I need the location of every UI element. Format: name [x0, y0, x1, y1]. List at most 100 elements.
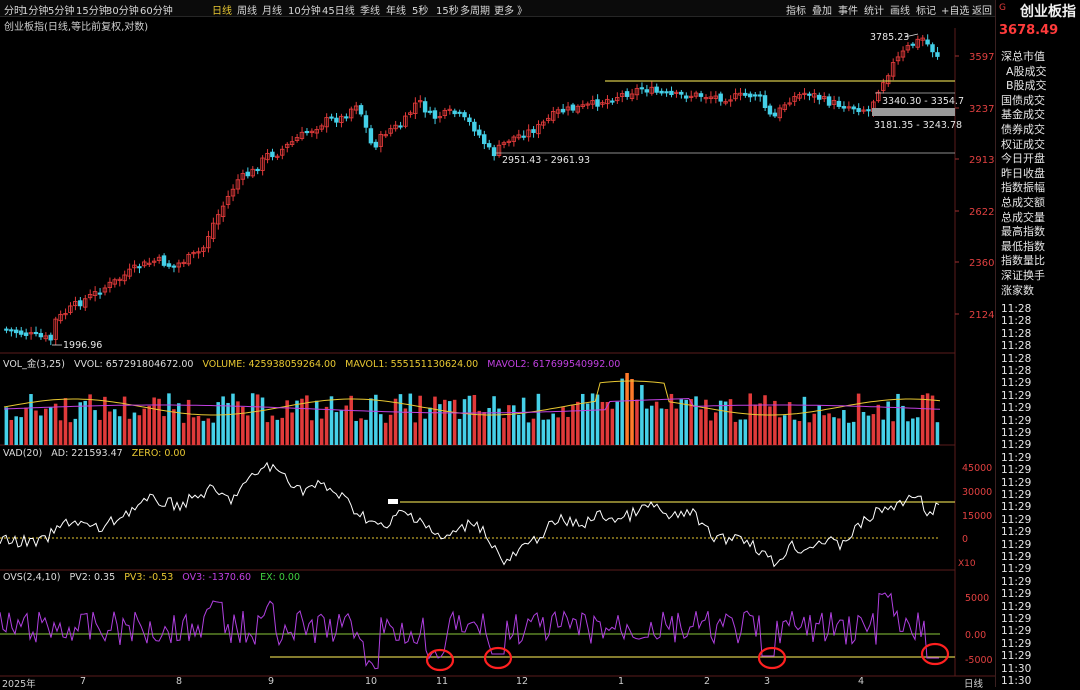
- quote-menu-item[interactable]: 基金成交: [1001, 108, 1045, 122]
- tool-button[interactable]: 统计: [864, 6, 884, 17]
- volume-bar: [654, 401, 659, 445]
- candle: [905, 45, 911, 51]
- quote-menu-item[interactable]: 今日开盘: [1001, 152, 1045, 166]
- volume-bar: [576, 401, 580, 445]
- timeframe-tab[interactable]: 30分钟: [106, 6, 139, 17]
- timeframe-tab[interactable]: 10分钟: [288, 6, 321, 17]
- price-label: 3237: [969, 104, 994, 115]
- candle: [925, 39, 930, 45]
- toolbar: 分时 1分钟 5分钟 15分钟 30分钟 60分钟 日线 周线 月线 10分钟 45日线 季线 年线 5秒…: [0, 0, 995, 17]
- volume-bar: [521, 397, 526, 445]
- candle: [215, 214, 221, 225]
- tool-button[interactable]: 叠加: [812, 6, 832, 17]
- tool-button[interactable]: 标记: [916, 6, 936, 17]
- quote-menu-item[interactable]: A股成交: [1006, 64, 1047, 78]
- volume-bar: [851, 421, 856, 445]
- volume-bar: [901, 405, 905, 445]
- vad-panel-header: VAD(20) AD: 221593.47 ZERO: 0.00: [3, 448, 192, 459]
- candle: [619, 93, 625, 97]
- period-label: 日线: [964, 679, 984, 690]
- tick-time: 11:29: [1001, 575, 1032, 588]
- volume-bar: [906, 421, 910, 445]
- quote-menu-item[interactable]: 指数振幅: [1001, 181, 1045, 195]
- tick-time: 11:29: [1001, 451, 1032, 464]
- volume-bar: [88, 394, 92, 445]
- quote-menu-item[interactable]: 权证成交: [1001, 137, 1045, 151]
- quote-header: G 创业板指 3678.49: [996, 0, 1080, 40]
- candle: [856, 108, 861, 113]
- volume-bar: [4, 407, 9, 445]
- low-label: 1996.96: [63, 340, 102, 351]
- candle: [546, 117, 551, 121]
- tick-time: 11:29: [1001, 613, 1032, 625]
- tool-button[interactable]: 返回: [972, 6, 992, 17]
- volume-bar: [147, 405, 151, 445]
- volume-bar: [610, 408, 615, 445]
- timeframe-tab[interactable]: 1分钟: [22, 6, 49, 17]
- timeframe-tab[interactable]: 45日线: [322, 6, 355, 17]
- quote-menu-item[interactable]: 涨家数: [1001, 283, 1034, 297]
- timeframe-tab[interactable]: 季线: [360, 6, 380, 17]
- volume-bar: [403, 408, 408, 445]
- candle: [649, 86, 654, 94]
- timeframe-tab[interactable]: 年线: [386, 6, 406, 17]
- quote-menu-item[interactable]: 深总市值: [1001, 50, 1045, 63]
- volume-bar: [211, 422, 216, 445]
- timeframe-tab[interactable]: 5分钟: [48, 6, 75, 17]
- quote-menu-item[interactable]: 最低指数: [1001, 239, 1045, 253]
- volume-bar: [645, 408, 649, 445]
- timeframe-tab[interactable]: 60分钟: [140, 6, 173, 17]
- timeframe-tab[interactable]: 周线: [237, 6, 257, 17]
- volume-bar: [98, 419, 102, 445]
- candle: [516, 134, 521, 139]
- volume-bar: [536, 393, 541, 445]
- tool-button[interactable]: +自选: [941, 6, 970, 17]
- quote-menu-item[interactable]: 债券成交: [1001, 123, 1045, 136]
- candle: [728, 99, 733, 102]
- timeframe-tab[interactable]: 多周期: [460, 6, 490, 17]
- volume-bar: [383, 422, 388, 445]
- quote-menu-item[interactable]: B股成交: [1006, 79, 1047, 93]
- index-name: 创业板指: [1020, 4, 1076, 20]
- candle: [378, 133, 383, 147]
- volume-bar: [920, 394, 925, 445]
- volume-bar: [561, 407, 565, 445]
- volume-bar: [571, 405, 575, 445]
- tool-button[interactable]: 指标: [786, 6, 806, 17]
- candle: [422, 101, 428, 113]
- volume-bar: [162, 416, 166, 445]
- timeframe-tab[interactable]: 15秒: [436, 6, 459, 17]
- quote-menu-item[interactable]: 指数量比: [1001, 254, 1045, 268]
- candle: [73, 301, 78, 307]
- candle: [664, 91, 669, 94]
- timeframe-tab[interactable]: 月线: [262, 6, 282, 17]
- quote-menu-item[interactable]: 昨日收盘: [1001, 166, 1045, 180]
- timeframe-tab[interactable]: 5秒: [412, 6, 429, 17]
- ovs-panel-header: OVS(2,4,10) PV2: 0.35 PV3: -0.53 OV3: -1…: [3, 572, 306, 583]
- price-label: 3597: [969, 52, 994, 63]
- tool-button[interactable]: 画线: [890, 6, 910, 17]
- candle: [767, 105, 773, 115]
- quote-menu-item[interactable]: 深证换手: [1001, 269, 1045, 282]
- candle: [9, 329, 14, 332]
- quote-menu-item[interactable]: 最高指数: [1001, 225, 1045, 239]
- candle: [48, 334, 53, 341]
- volume-bar: [649, 405, 654, 445]
- timeframe-tab[interactable]: 分时: [4, 6, 24, 17]
- timeframe-tab[interactable]: 15分钟: [76, 6, 109, 17]
- volume-bar: [369, 398, 373, 445]
- tick-time: 11:29: [1001, 637, 1032, 650]
- candle: [718, 93, 723, 102]
- volume-bar: [881, 419, 886, 445]
- timeframe-tab[interactable]: 日线: [212, 6, 232, 17]
- tool-button[interactable]: 事件: [838, 6, 858, 17]
- high-label: 3785.23: [870, 32, 909, 43]
- quote-menu-item[interactable]: 总成交量: [1001, 210, 1045, 224]
- mavol1-value: MAVOL1: 555151130624.00: [345, 359, 479, 370]
- volume-bar: [743, 419, 748, 445]
- quote-menu-item[interactable]: 总成交额: [1001, 196, 1045, 209]
- quote-menu-item[interactable]: 国债成交: [1001, 93, 1045, 107]
- volume-bar: [63, 398, 68, 445]
- timeframe-tab[interactable]: 更多 》: [494, 6, 528, 17]
- chart-canvas[interactable]: 3785.23 1996.96 3340.30 - 3354.7 3181.35 - …: [0, 0, 995, 687]
